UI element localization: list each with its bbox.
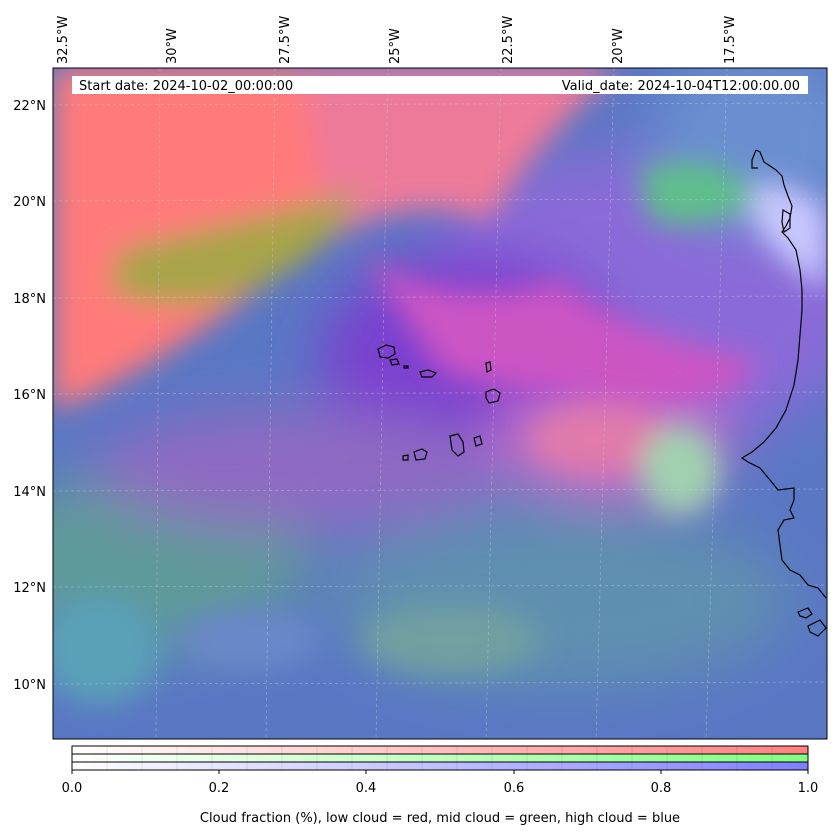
lon-label: 25°W xyxy=(388,28,403,64)
lon-label: 30°W xyxy=(165,28,180,64)
lon-label: 27.5°W xyxy=(278,16,293,64)
colorbar-tick: 0.6 xyxy=(504,781,525,796)
latitude-labels: 22°N 20°N 18°N 16°N 14°N 12°N 10°N xyxy=(13,99,46,693)
colorbar-ticks: 0.0 0.2 0.4 0.6 0.8 1.0 xyxy=(62,781,819,796)
colorbar-mid-cloud xyxy=(72,754,808,762)
lat-label: 22°N xyxy=(13,99,46,114)
colorbar-tick: 0.2 xyxy=(209,781,230,796)
lon-label: 22.5°W xyxy=(501,16,516,64)
colorbar-tick: 0.0 xyxy=(62,781,83,796)
cloud-fraction-field xyxy=(53,68,827,739)
longitude-labels: 32.5°W 30°W 27.5°W 25°W 22.5°W 20°W 17.5… xyxy=(56,16,738,64)
colorbar-low-cloud xyxy=(72,746,808,754)
lon-label: 20°W xyxy=(611,28,626,64)
lat-label: 14°N xyxy=(13,485,46,500)
graticule xyxy=(53,68,827,739)
colorbar-tick: 0.8 xyxy=(651,781,672,796)
lat-label: 10°N xyxy=(13,678,46,693)
date-label-box xyxy=(72,76,808,94)
coastline xyxy=(740,149,827,637)
lon-label: 32.5°W xyxy=(56,16,71,64)
lat-label: 20°N xyxy=(13,195,46,210)
colorbar-label: Cloud fraction (%), low cloud = red, mid… xyxy=(200,811,680,826)
start-date-label: Start date: 2024-10-02_00:00:00 xyxy=(79,79,293,94)
colorbar-tick: 0.4 xyxy=(356,781,377,796)
lat-label: 18°N xyxy=(13,292,46,307)
lon-label: 17.5°W xyxy=(723,16,738,64)
colorbar xyxy=(71,745,809,774)
valid-date-label: Valid_date: 2024-10-04T12:00:00.00 xyxy=(562,79,800,94)
cabo-verde-islands xyxy=(377,344,501,461)
lat-label: 16°N xyxy=(13,388,46,403)
colorbar-tick: 1.0 xyxy=(798,781,819,796)
lat-label: 12°N xyxy=(13,581,46,596)
colorbar-high-cloud xyxy=(72,762,808,770)
map-frame xyxy=(52,67,828,740)
